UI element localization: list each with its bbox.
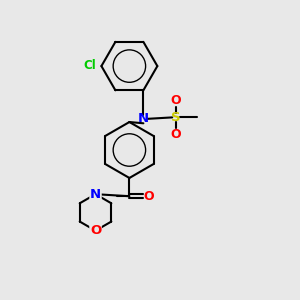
Text: O: O [170,94,181,107]
Text: Cl: Cl [83,59,96,72]
Text: S: S [171,111,181,124]
Text: N: N [90,188,101,201]
Text: N: N [138,112,149,125]
Text: O: O [144,190,154,203]
Text: O: O [170,128,181,141]
Text: O: O [90,224,101,237]
